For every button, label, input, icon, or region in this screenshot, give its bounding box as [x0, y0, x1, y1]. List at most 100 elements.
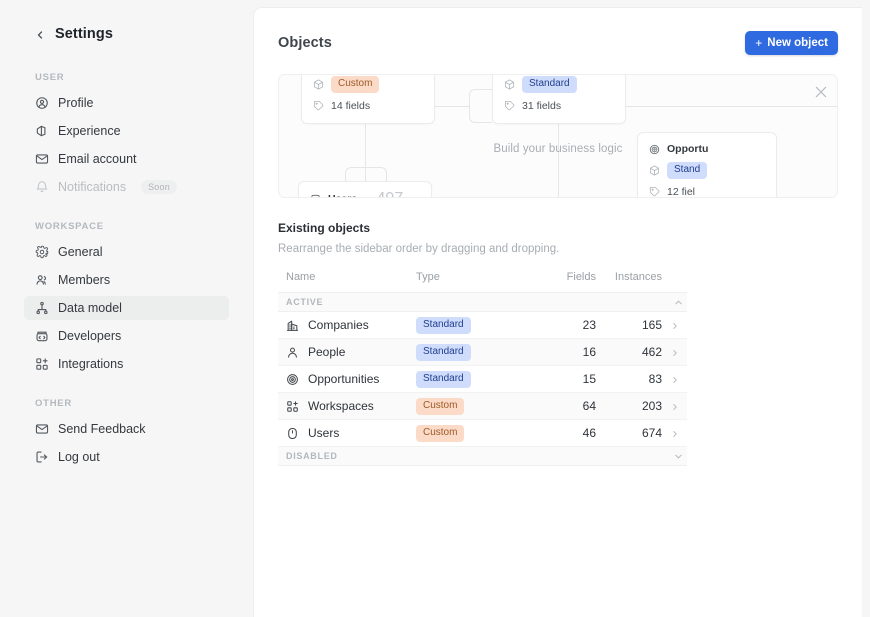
object-name: People — [308, 345, 346, 359]
type-badge: Custom — [416, 425, 465, 442]
sidebar-item-label: Experience — [58, 124, 121, 138]
main-panel: Objects + New object — [253, 7, 862, 617]
group-header-disabled[interactable]: DISABLED — [278, 446, 687, 466]
experience-icon — [35, 124, 49, 138]
row-chevron-right-icon[interactable] — [666, 365, 687, 393]
building-icon — [286, 319, 299, 332]
sidebar-group-label: WORKSPACE — [35, 221, 104, 232]
diagram-card-opportunities[interactable]: Opportu Stand 12 fiel — [637, 132, 777, 198]
row-chevron-right-icon[interactable] — [666, 311, 687, 339]
sidebar-item-label: Integrations — [58, 357, 124, 371]
cell-type: Standard — [416, 365, 526, 393]
wire-g — [558, 123, 559, 197]
wire-b — [469, 89, 492, 123]
cell-name: Users — [278, 419, 416, 447]
diagram-card-standard[interactable]: Standard 31 fields — [492, 75, 626, 124]
sidebar-item-data-model[interactable]: Data model — [24, 296, 229, 320]
chevron-down-icon[interactable] — [673, 451, 684, 462]
diagram-card-custom[interactable]: Custom 14 fields — [301, 75, 435, 124]
row-chevron-right-icon[interactable] — [666, 338, 687, 366]
sidebar-item-label: Log out — [58, 450, 100, 464]
type-badge: Standard — [416, 344, 471, 361]
new-object-button[interactable]: + New object — [745, 31, 838, 55]
sidebar-item-integrations[interactable]: Integrations — [24, 352, 229, 376]
diagram-card-fields-row: 14 fields — [302, 95, 434, 116]
wire-c — [626, 106, 746, 107]
sidebar-item-label: Send Feedback — [58, 422, 146, 436]
column-header-fields: Fields — [566, 271, 596, 283]
tag-icon — [504, 100, 515, 111]
sidebar-group-label: USER — [35, 72, 65, 83]
table-row[interactable]: Opportunities Standard 15 83 — [278, 365, 687, 393]
sidebar-item-label: General — [58, 245, 103, 259]
existing-objects-section: Existing objects Rearrange the sidebar o… — [278, 221, 838, 466]
sidebar-item-label: Developers — [58, 329, 122, 343]
section-title: Existing objects — [278, 221, 371, 235]
close-icon[interactable] — [813, 84, 829, 100]
table-row[interactable]: People Standard 16 462 — [278, 338, 687, 366]
diagram-card-type-row: Stand — [638, 160, 776, 181]
row-chevron-right-icon[interactable] — [666, 392, 687, 420]
table-row[interactable]: Workspaces Custom 64 203 — [278, 392, 687, 420]
table-header: Name Type Fields Instances — [278, 271, 687, 293]
developers-icon — [35, 329, 49, 343]
sidebar-nav: USER Profile Experience Email account Notifi… — [24, 72, 229, 469]
logout-icon — [35, 450, 49, 464]
type-chip: Custom — [331, 76, 380, 93]
tag-icon — [313, 100, 324, 111]
diagram-card-type-row: Standard — [493, 75, 625, 95]
sidebar-item-label: Email account — [58, 152, 137, 166]
cell-instances: 674 — [600, 419, 666, 447]
sidebar-item-members[interactable]: Members — [24, 268, 229, 292]
column-header-type: Type — [416, 271, 440, 283]
plus-icon: + — [755, 35, 763, 50]
table-row[interactable]: Users Custom 46 674 — [278, 419, 687, 447]
sidebar-item-label: Members — [58, 273, 111, 287]
sidebar-back-to-settings[interactable]: Settings — [34, 26, 229, 42]
sidebar-item-email-account[interactable]: Email account — [24, 147, 229, 171]
diagram-card-users[interactable]: Users · 497 — [298, 181, 432, 197]
object-name: Users — [308, 426, 340, 440]
sidebar-item-experience[interactable]: Experience — [24, 119, 229, 143]
cell-name: Workspaces — [278, 392, 416, 420]
objects-table: Name Type Fields Instances ACTIVE Compani… — [278, 271, 687, 466]
tag-icon — [649, 186, 660, 197]
sidebar-group-user: USER Profile Experience Email account Notifi… — [24, 72, 229, 199]
diagram-card-title-row: Opportu — [638, 138, 776, 160]
table-row[interactable]: Companies Standard 23 165 — [278, 311, 687, 339]
sidebar-group-workspace: WORKSPACE General Members Data model Develop… — [24, 221, 229, 376]
group-header-cell: DISABLED — [278, 446, 687, 466]
sidebar-item-profile[interactable]: Profile — [24, 91, 229, 115]
object-name: Opportunities — [308, 372, 380, 386]
sidebar-item-send-feedback[interactable]: Send Feedback — [24, 417, 229, 441]
cube-icon — [504, 79, 515, 90]
type-badge: Standard — [416, 371, 471, 388]
profile-icon — [35, 96, 49, 110]
bell-icon — [35, 180, 49, 194]
cell-name: Opportunities — [278, 365, 416, 393]
onboarding-banner: Custom 14 fields Standard — [278, 74, 838, 198]
gear-icon — [35, 245, 49, 259]
cell-type: Standard — [416, 338, 526, 366]
chevron-up-icon[interactable] — [673, 297, 684, 308]
wire-d — [746, 106, 837, 107]
type-chip: Stand — [667, 162, 708, 179]
cell-instances: 165 — [600, 311, 666, 339]
column-header-instances: Instances — [614, 271, 662, 283]
group-header-active[interactable]: ACTIVE — [278, 292, 687, 312]
sidebar-item-developers[interactable]: Developers — [24, 324, 229, 348]
sidebar-group-other: OTHER Send Feedback Log out — [24, 398, 229, 469]
sidebar-item-general[interactable]: General — [24, 240, 229, 264]
sidebar-item-badge: Soon — [141, 179, 177, 195]
cell-type: Custom — [416, 392, 526, 420]
sidebar-item-log-out[interactable]: Log out — [24, 445, 229, 469]
diagram-card-fields: 12 fiel — [667, 185, 696, 198]
sidebar-item-label: Notifications — [58, 180, 127, 194]
row-chevron-right-icon[interactable] — [666, 419, 687, 447]
cell-fields: 15 — [526, 365, 600, 393]
diagram-card-fields-row: 12 fiel — [638, 181, 776, 198]
sidebar-item-label: Profile — [58, 96, 94, 110]
group-label: ACTIVE — [286, 297, 324, 307]
diagram-card-title: Opportu — [667, 143, 709, 155]
